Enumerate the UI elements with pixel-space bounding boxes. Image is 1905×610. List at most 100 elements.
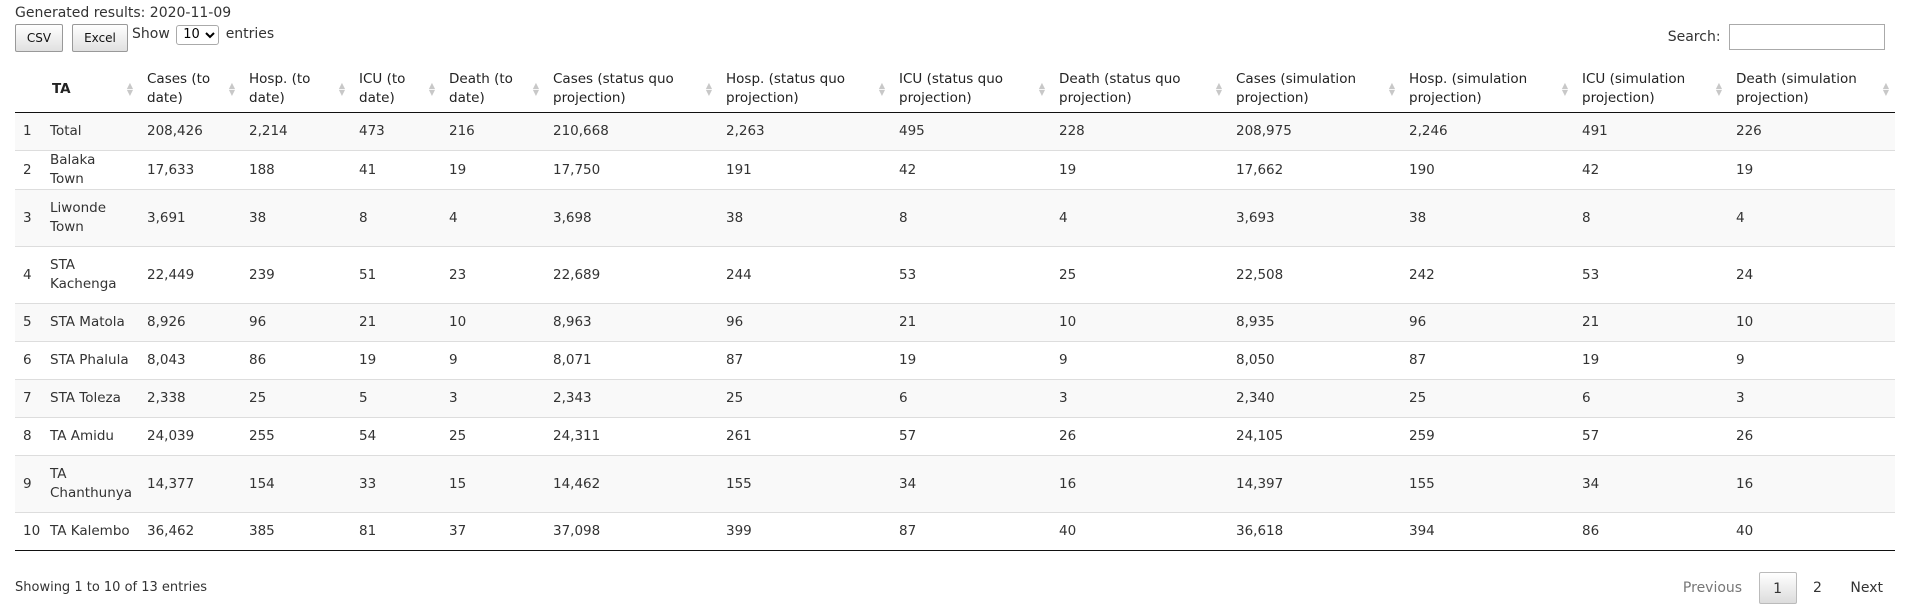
table-cell: 24,039 [139,417,241,456]
column-header-5[interactable]: Death (to date) ▲ ▼ [441,66,545,113]
column-header-label: TA [52,80,71,97]
table-row: 3 Liwonde Town 3,691 38 8 4 3,698 38 8 4 3,693 38 8 4 [15,189,1895,247]
page-length-select[interactable]: 10 [176,24,220,45]
column-header-6[interactable]: Cases (status quo projection) ▲ ▼ [545,66,718,113]
table-cell: 22,689 [545,246,718,304]
table-cell: 26 [1051,417,1228,456]
column-header-label: Cases (status quo projection) [553,71,674,106]
table-cell: 9 [1051,341,1228,380]
table-cell: 208,975 [1228,112,1401,151]
page-length-control: Show 10 entries [132,24,274,45]
table-cell: 17,750 [545,150,718,190]
search-control: Search: [1668,24,1885,50]
table-cell: 25 [441,417,545,456]
table-cell: 210,668 [545,112,718,151]
page-button-2[interactable]: 2 [1813,580,1822,596]
table-cell: 259 [1401,417,1574,456]
search-input[interactable] [1729,24,1885,50]
previous-page-button[interactable]: Previous [1682,580,1743,596]
table-cell: 41 [351,150,441,190]
table-cell: 96 [718,303,891,342]
table-cell: 14,462 [545,455,718,513]
table-cell: 54 [351,417,441,456]
table-cell: 21 [1574,303,1728,342]
row-index-cell: 9 [15,455,42,513]
column-header-1[interactable]: TA ▲ ▼ [42,66,139,113]
sort-arrows-icon: ▲ ▼ [1038,81,1045,97]
column-header-label: ICU (to date) [359,71,406,106]
sort-arrows-icon: ▲ ▼ [1715,81,1722,97]
column-header-7[interactable]: Hosp. (status quo projection) ▲ ▼ [718,66,891,113]
results-table: TA ▲ ▼ Cases (to date) ▲ ▼ Hosp. (to date) ▲ ▼ IC… [15,66,1895,551]
ta-name-cell: TA Chanthunya [42,455,139,513]
column-header-13[interactable]: Death (simulation projection) ▲ ▼ [1728,66,1895,113]
table-cell: 3 [441,379,545,418]
column-header-2[interactable]: Cases (to date) ▲ ▼ [139,66,241,113]
entries-label: entries [225,26,275,42]
table-cell: 51 [351,246,441,304]
excel-export-button[interactable]: Excel [72,24,128,52]
table-cell: 87 [891,512,1051,551]
table-row: 9 TA Chanthunya 14,377 154 33 15 14,462 155 34 16… [15,455,1895,513]
table-cell: 2,343 [545,379,718,418]
next-page-button[interactable]: Next [1850,580,1883,596]
table-cell: 5 [351,379,441,418]
table-cell: 19 [891,341,1051,380]
row-index-cell: 8 [15,417,42,456]
table-cell: 8,050 [1228,341,1401,380]
table-cell: 242 [1401,246,1574,304]
table-cell: 226 [1728,112,1895,151]
table-cell: 57 [1574,417,1728,456]
table-cell: 6 [891,379,1051,418]
sort-arrows-icon: ▲ ▼ [126,81,133,97]
column-header-label: Cases (simulation projection) [1236,71,1357,106]
ta-name-cell: STA Toleza [42,379,139,418]
table-cell: 8 [891,189,1051,247]
table-cell: 14,397 [1228,455,1401,513]
column-header-3[interactable]: Hosp. (to date) ▲ ▼ [241,66,351,113]
table-info-text: Showing 1 to 10 of 13 entries [15,580,207,595]
table-cell: 3,693 [1228,189,1401,247]
table-cell: 53 [891,246,1051,304]
search-label: Search: [1667,29,1721,45]
table-cell: 53 [1574,246,1728,304]
table-row: 6 STA Phalula 8,043 86 19 9 8,071 87 19 9 8,050 87 1… [15,341,1895,380]
row-index-cell: 7 [15,379,42,418]
column-header-9[interactable]: Death (status quo projection) ▲ ▼ [1051,66,1228,113]
column-header-11[interactable]: Hosp. (simulation projection) ▲ ▼ [1401,66,1574,113]
column-header-8[interactable]: ICU (status quo projection) ▲ ▼ [891,66,1051,113]
column-header-index[interactable] [15,66,42,113]
column-header-4[interactable]: ICU (to date) ▲ ▼ [351,66,441,113]
table-cell: 190 [1401,150,1574,190]
table-cell: 8,071 [545,341,718,380]
table-cell: 26 [1728,417,1895,456]
column-header-10[interactable]: Cases (simulation projection) ▲ ▼ [1228,66,1401,113]
table-cell: 33 [351,455,441,513]
table-cell: 24,105 [1228,417,1401,456]
table-cell: 8,043 [139,341,241,380]
table-cell: 42 [1574,150,1728,190]
table-row: 8 TA Amidu 24,039 255 54 25 24,311 261 57 26 24,10… [15,417,1895,456]
sort-arrows-icon: ▲ ▼ [705,81,712,97]
column-header-12[interactable]: ICU (simulation projection) ▲ ▼ [1574,66,1728,113]
table-cell: 10 [441,303,545,342]
table-cell: 3 [1051,379,1228,418]
table-row: 1 Total 208,426 2,214 473 216 210,668 2,263 495 2… [15,112,1895,151]
table-cell: 42 [891,150,1051,190]
ta-name-cell: Balaka Town [42,150,139,190]
table-cell: 23 [441,246,545,304]
table-cell: 473 [351,112,441,151]
table-cell: 21 [351,303,441,342]
ta-name-cell: STA Phalula [42,341,139,380]
table-row: 2 Balaka Town 17,633 188 41 19 17,750 191 42 19 17… [15,150,1895,190]
table-cell: 4 [1728,189,1895,247]
row-index-cell: 6 [15,341,42,380]
table-cell: 14,377 [139,455,241,513]
csv-export-button[interactable]: CSV [15,24,63,52]
ta-name-cell: Liwonde Town [42,189,139,247]
table-cell: 394 [1401,512,1574,551]
table-cell: 154 [241,455,351,513]
table-cell: 36,462 [139,512,241,551]
ta-name-cell: TA Kalembo [42,512,139,551]
page-button-1[interactable]: 1 [1758,572,1797,604]
